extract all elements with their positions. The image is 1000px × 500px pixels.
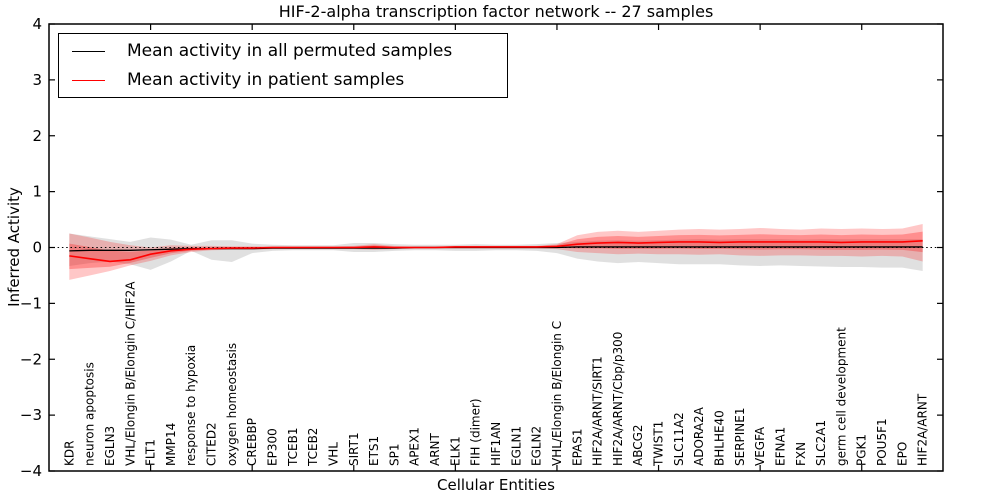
- x-category-label: VHL/Elongin B/Elongin C: [550, 321, 564, 466]
- patient-std-band-outer: [69, 224, 923, 280]
- y-tick-label: 0: [32, 239, 42, 257]
- x-category-label: VHL: [326, 442, 340, 466]
- chart-title: HIF-2-alpha transcription factor network…: [278, 2, 714, 21]
- x-category-label: TWIST1: [652, 421, 666, 467]
- y-tick-label: −1: [20, 294, 42, 312]
- x-category-label: SP1: [387, 444, 401, 467]
- x-axis-label: Cellular Entities: [437, 476, 555, 494]
- x-category-label: germ cell development: [834, 327, 848, 466]
- legend: Mean activity in all permuted samples Me…: [58, 33, 508, 98]
- legend-item-permuted: Mean activity in all permuted samples: [72, 41, 494, 61]
- x-category-label: ARNT: [428, 432, 442, 466]
- legend-line-sample-permuted: [72, 50, 105, 52]
- x-category-label: EGLN3: [103, 426, 117, 466]
- x-category-label: EPO: [895, 442, 909, 466]
- x-category-label: TCEB1: [286, 428, 300, 467]
- x-category-label: SLC2A1: [814, 420, 828, 466]
- x-category-label: HIF2A/ARNT: [916, 393, 930, 466]
- x-category-label: KDR: [62, 441, 76, 466]
- x-category-label: EGLN2: [530, 426, 544, 466]
- x-category-label: CREBBP: [245, 418, 259, 466]
- x-category-label: SIRT1: [347, 432, 361, 466]
- x-category-label: ADORA2A: [692, 406, 706, 466]
- patient-std-band-inner: [69, 231, 923, 270]
- legend-line-sample-patient: [72, 79, 105, 81]
- x-category-label: PGK1: [855, 434, 869, 466]
- x-category-label: TCEB2: [306, 428, 320, 467]
- legend-item-patient: Mean activity in patient samples: [72, 70, 494, 90]
- x-category-label: neuron apoptosis: [83, 362, 97, 466]
- legend-label-permuted: Mean activity in all permuted samples: [127, 41, 453, 61]
- x-category-label: APEX1: [408, 427, 422, 466]
- x-category-label: ETS1: [367, 436, 381, 466]
- x-category-label: EFNA1: [773, 427, 787, 466]
- x-category-label: BHLHE40: [713, 410, 727, 466]
- x-category-label: HIF1AN: [489, 422, 503, 466]
- x-category-label: SLC11A2: [672, 412, 686, 466]
- x-category-label: HIF2A/ARNT/SIRT1: [591, 356, 605, 466]
- x-category-label: FLT1: [144, 439, 158, 466]
- y-axis-label: Inferred Activity: [5, 187, 23, 307]
- y-tick-label: 3: [32, 71, 42, 89]
- y-tick-label: 4: [32, 15, 42, 33]
- x-category-label: EP300: [266, 428, 280, 466]
- x-category-label: SERPINE1: [733, 407, 747, 466]
- x-category-label: FXN: [794, 442, 808, 466]
- x-category-label: CITED2: [205, 422, 219, 466]
- x-category-label: oxygen homeostasis: [225, 343, 239, 466]
- x-category-label: MMP14: [164, 423, 178, 466]
- x-category-label: ABCG2: [631, 424, 645, 466]
- x-category-label: VEGFA: [753, 426, 767, 466]
- patient-mean-line: [69, 239, 923, 263]
- x-category-label: VHL/Elongin B/Elongin C/HIF2A: [123, 281, 137, 466]
- x-category-label: ELK1: [448, 436, 462, 466]
- y-tick-label: −4: [20, 462, 42, 480]
- x-category-label: EPAS1: [570, 428, 584, 466]
- y-tick-label: −2: [20, 350, 42, 368]
- x-category-label: POU5F1: [875, 418, 889, 466]
- x-category-label: EGLN1: [509, 426, 523, 466]
- x-category-label: FIH (dimer): [469, 398, 483, 466]
- x-category-label: HIF2A/ARNT/Cbp/p300: [611, 332, 625, 466]
- y-tick-label: −3: [20, 406, 42, 424]
- y-tick-label: 1: [32, 183, 42, 201]
- y-tick-label: 2: [32, 127, 42, 145]
- x-category-label: response to hypoxia: [184, 345, 198, 466]
- legend-label-patient: Mean activity in patient samples: [127, 70, 405, 90]
